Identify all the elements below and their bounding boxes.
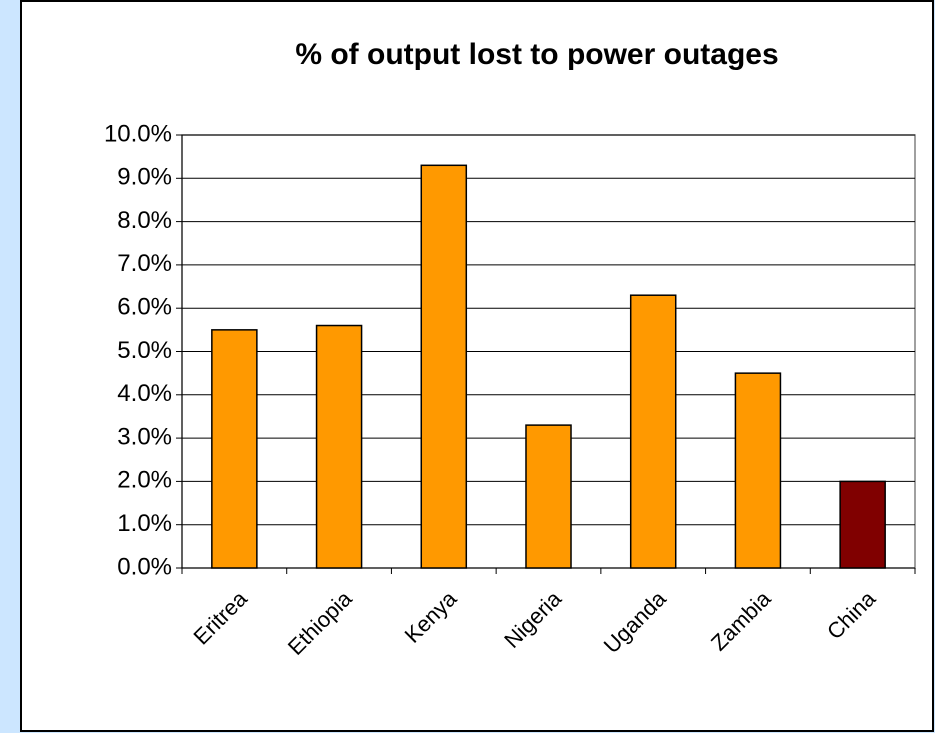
- chart-title: % of output lost to power outages: [295, 38, 778, 71]
- y-tick-label: 5.0%: [117, 337, 172, 364]
- bar: [839, 480, 886, 569]
- y-tick-label: 2.0%: [117, 467, 172, 494]
- y-tick-label: 4.0%: [117, 380, 172, 407]
- y-tick-label: 3.0%: [117, 423, 172, 450]
- bar: [315, 324, 363, 569]
- y-tick-label: 8.0%: [117, 207, 172, 234]
- bar: [525, 424, 572, 569]
- bar: [629, 294, 677, 569]
- y-tick-label: 0.0%: [117, 553, 172, 580]
- chart-panel: [20, 0, 934, 732]
- bar: [420, 164, 468, 569]
- y-tick-label: 7.0%: [117, 250, 172, 277]
- bar: [211, 329, 258, 569]
- y-tick-label: 6.0%: [117, 294, 172, 321]
- bar: [734, 372, 782, 569]
- y-tick-label: 1.0%: [117, 510, 172, 537]
- y-tick-label: 10.0%: [104, 120, 172, 147]
- y-tick-label: 9.0%: [117, 164, 172, 191]
